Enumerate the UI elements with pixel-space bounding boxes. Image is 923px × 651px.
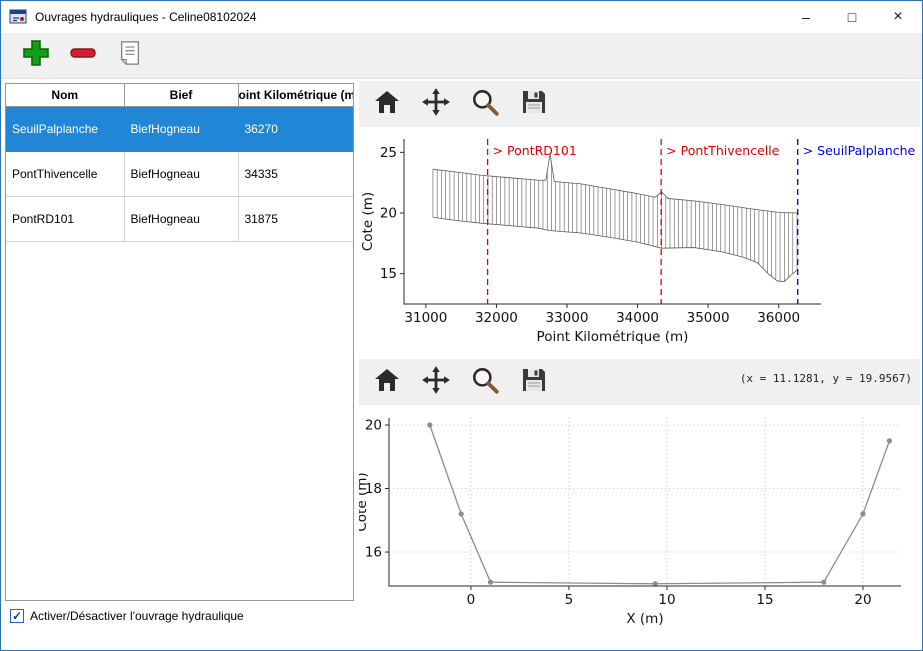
cursor-coordinates: (x = 11.1281, y = 19.9567) xyxy=(739,372,912,385)
svg-text:15: 15 xyxy=(380,266,397,282)
pan-button[interactable] xyxy=(420,365,452,400)
svg-text:18: 18 xyxy=(365,481,382,497)
svg-text:32000: 32000 xyxy=(475,310,518,326)
svg-text:> PontThivencelle: > PontThivencelle xyxy=(666,143,780,158)
svg-text:36000: 36000 xyxy=(757,310,800,326)
save-icon xyxy=(520,366,548,399)
home-icon xyxy=(373,366,401,399)
zoom-button[interactable] xyxy=(469,366,501,398)
svg-text:0: 0 xyxy=(467,592,476,608)
ouvrages-table-body: SeuilPalplanche BiefHogneau 36270 PontThive… xyxy=(6,106,353,242)
svg-text:X (m): X (m) xyxy=(626,611,663,627)
svg-text:20: 20 xyxy=(854,592,871,608)
profile-chart[interactable]: > PontRD101 > PontThivencelle > SeuilPalpl… xyxy=(359,127,920,359)
activate-checkbox-row: ✓ Activer/Désactiver l'ouvrage hydrauliq… xyxy=(10,609,244,623)
profile-chart-toolbar xyxy=(359,81,920,127)
table-row[interactable]: PontThivencelle BiefHogneau 34335 xyxy=(6,151,353,197)
zoom-button[interactable] xyxy=(469,88,501,120)
zoom-icon xyxy=(470,365,500,400)
svg-text:20: 20 xyxy=(380,206,397,222)
titlebar: Ouvrages hydrauliques - Celine08102024 –… xyxy=(1,1,922,33)
ouvrages-table[interactable]: Nom Bief Point Kilométrique (m) SeuilPal… xyxy=(6,84,353,242)
table-cell[interactable]: BiefHogneau xyxy=(124,106,239,152)
table-cell[interactable]: 36270 xyxy=(238,106,353,152)
svg-text:Cote (m): Cote (m) xyxy=(360,192,376,251)
home-button[interactable] xyxy=(371,366,403,398)
svg-text:25: 25 xyxy=(380,145,397,161)
ouvrages-table-panel: Nom Bief Point Kilométrique (m) SeuilPal… xyxy=(5,83,354,601)
table-header-row: Nom Bief Point Kilométrique (m) xyxy=(6,84,353,107)
table-cell[interactable]: BiefHogneau xyxy=(124,151,239,197)
home-button[interactable] xyxy=(371,88,403,120)
activate-checkbox[interactable]: ✓ xyxy=(10,609,24,623)
notes-icon xyxy=(117,40,143,71)
app-icon xyxy=(9,8,27,26)
window-title: Ouvrages hydrauliques - Celine08102024 xyxy=(35,10,257,24)
svg-text:> PontRD101: > PontRD101 xyxy=(493,143,577,158)
add-ouvrage-button[interactable] xyxy=(19,39,53,73)
window-controls: – □ × xyxy=(783,1,921,33)
main-toolbar xyxy=(1,33,922,79)
svg-text:Cote (m): Cote (m) xyxy=(359,472,370,531)
activate-checkbox-label: Activer/Désactiver l'ouvrage hydraulique xyxy=(30,609,244,623)
svg-text:20: 20 xyxy=(365,417,382,433)
table-cell[interactable]: BiefHogneau xyxy=(124,196,239,242)
save-icon xyxy=(520,88,548,121)
svg-text:16: 16 xyxy=(365,545,382,561)
notes-button[interactable] xyxy=(113,39,147,73)
column-header-nom[interactable]: Nom xyxy=(6,84,125,107)
column-header-pk[interactable]: Point Kilométrique (m) xyxy=(238,84,353,107)
table-cell[interactable]: SeuilPalplanche xyxy=(6,106,125,152)
table-row[interactable]: SeuilPalplanche BiefHogneau 36270 xyxy=(6,106,353,152)
column-header-bief[interactable]: Bief xyxy=(124,84,239,107)
pan-button[interactable] xyxy=(420,87,452,122)
table-cell[interactable]: PontRD101 xyxy=(6,196,125,242)
svg-text:15: 15 xyxy=(756,592,773,608)
pan-icon xyxy=(421,87,451,122)
table-cell[interactable]: PontThivencelle xyxy=(6,151,125,197)
table-cell[interactable]: 34335 xyxy=(238,151,353,197)
save-button[interactable] xyxy=(518,88,550,120)
svg-text:31000: 31000 xyxy=(404,310,447,326)
charts-panel: > PontRD101 > PontThivencelle > SeuilPalpl… xyxy=(359,81,920,648)
svg-text:35000: 35000 xyxy=(687,310,730,326)
zoom-icon xyxy=(470,87,500,122)
table-cell[interactable]: 31875 xyxy=(238,196,353,242)
home-icon xyxy=(373,88,401,121)
remove-ouvrage-button[interactable] xyxy=(66,39,100,73)
minus-icon xyxy=(68,38,98,73)
minimize-button[interactable]: – xyxy=(802,9,810,25)
svg-text:> SeuilPalplanche: > SeuilPalplanche xyxy=(803,143,916,158)
close-button[interactable]: × xyxy=(893,8,903,25)
plus-icon xyxy=(21,38,51,73)
save-button[interactable] xyxy=(518,366,550,398)
table-row[interactable]: PontRD101 BiefHogneau 31875 xyxy=(6,196,353,242)
svg-text:33000: 33000 xyxy=(546,310,589,326)
svg-text:5: 5 xyxy=(565,592,574,608)
svg-text:34000: 34000 xyxy=(616,310,659,326)
svg-text:Point Kilométrique (m): Point Kilométrique (m) xyxy=(537,329,689,345)
svg-text:10: 10 xyxy=(658,592,675,608)
pan-icon xyxy=(421,365,451,400)
section-chart[interactable]: 0 5 10 15 20 16 18 20 X (m) Cote (m) xyxy=(359,405,920,648)
section-chart-toolbar: (x = 11.1281, y = 19.9567) xyxy=(359,359,920,405)
maximize-button[interactable]: □ xyxy=(847,9,857,25)
